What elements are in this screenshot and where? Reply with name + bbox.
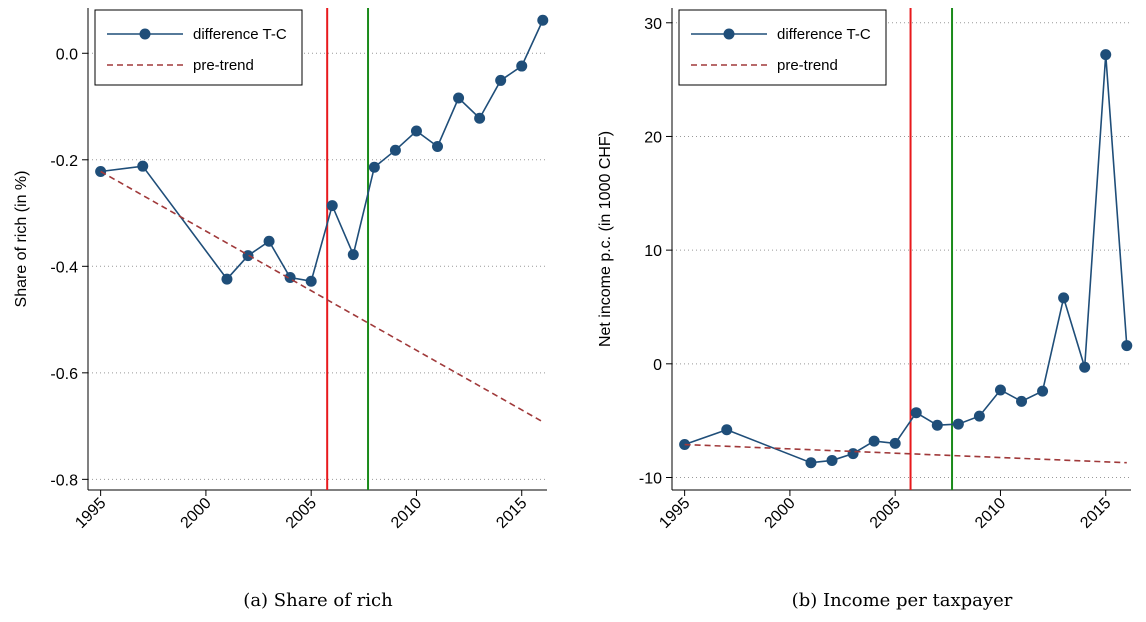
marker (847, 448, 859, 460)
y-axis-label: Share of rich (in %) (13, 171, 30, 308)
trend-line (684, 443, 1127, 464)
marker (537, 14, 549, 26)
marker (952, 418, 964, 430)
marker (137, 160, 149, 172)
y-tick-label: -10 (639, 470, 662, 487)
marker (1037, 385, 1049, 397)
y-tick-label: 0 (653, 357, 662, 374)
marker (1121, 340, 1133, 352)
y-tick-label: -0.2 (50, 153, 78, 170)
legend-box (94, 9, 303, 86)
marker (410, 125, 422, 137)
legend-label: pre-trend (193, 57, 254, 74)
legend-box (678, 9, 887, 86)
x-tick-label: 2005 (867, 495, 904, 532)
legend-label: difference T-C (193, 26, 287, 43)
x-tick-label: 2010 (972, 495, 1009, 532)
marker (516, 60, 528, 72)
trend-line (100, 170, 544, 423)
marker (242, 250, 254, 262)
marker (368, 161, 380, 173)
y-tick-label: 20 (644, 129, 662, 146)
marker (1100, 49, 1112, 61)
marker (263, 235, 275, 247)
marker (994, 384, 1006, 396)
legend-label: difference T-C (777, 26, 871, 43)
marker (305, 275, 317, 287)
marker (326, 200, 338, 212)
caption: (a) Share of rich (243, 590, 393, 611)
y-axis-label: Net income p.c. (in 1000 CHF) (597, 131, 614, 347)
marker (432, 140, 444, 152)
x-tick-label: 2015 (493, 495, 530, 532)
marker (826, 454, 838, 466)
marker (931, 419, 943, 431)
marker (910, 407, 922, 419)
marker (721, 424, 733, 436)
marker (973, 410, 985, 422)
series-line (684, 54, 1128, 464)
marker (1058, 292, 1070, 304)
marker (1079, 361, 1091, 373)
marker (805, 457, 817, 469)
y-tick-label: -0.4 (50, 259, 78, 276)
legend-label: pre-trend (777, 57, 838, 74)
y-tick-label: -0.8 (50, 472, 78, 489)
x-tick-label: 2010 (388, 495, 425, 532)
legend-marker (139, 28, 151, 40)
marker (347, 249, 359, 261)
marker (1016, 395, 1028, 407)
legend-marker (723, 28, 735, 40)
y-tick-label: 30 (644, 16, 662, 33)
x-tick-label: 2015 (1077, 495, 1114, 532)
x-tick-label: 2000 (762, 495, 799, 532)
marker (868, 435, 880, 447)
x-tick-label: 1995 (72, 495, 109, 532)
y-tick-label: 0.0 (56, 46, 78, 63)
x-tick-label: 2000 (178, 495, 215, 532)
marker (389, 144, 401, 156)
marker (495, 74, 507, 86)
marker (221, 273, 233, 285)
x-tick-label: 1995 (656, 495, 693, 532)
x-tick-label: 2005 (283, 495, 320, 532)
marker (453, 92, 465, 104)
caption: (b) Income per taxpayer (792, 590, 1013, 611)
marker (474, 112, 486, 124)
y-tick-label: -0.6 (50, 366, 78, 383)
panel: 0.0 -0.2 -0.4 -0.6 -0.8 1995 2000 2005 2010 2015 S… (13, 8, 549, 611)
y-tick-label: 10 (644, 243, 662, 260)
marker (889, 437, 901, 449)
